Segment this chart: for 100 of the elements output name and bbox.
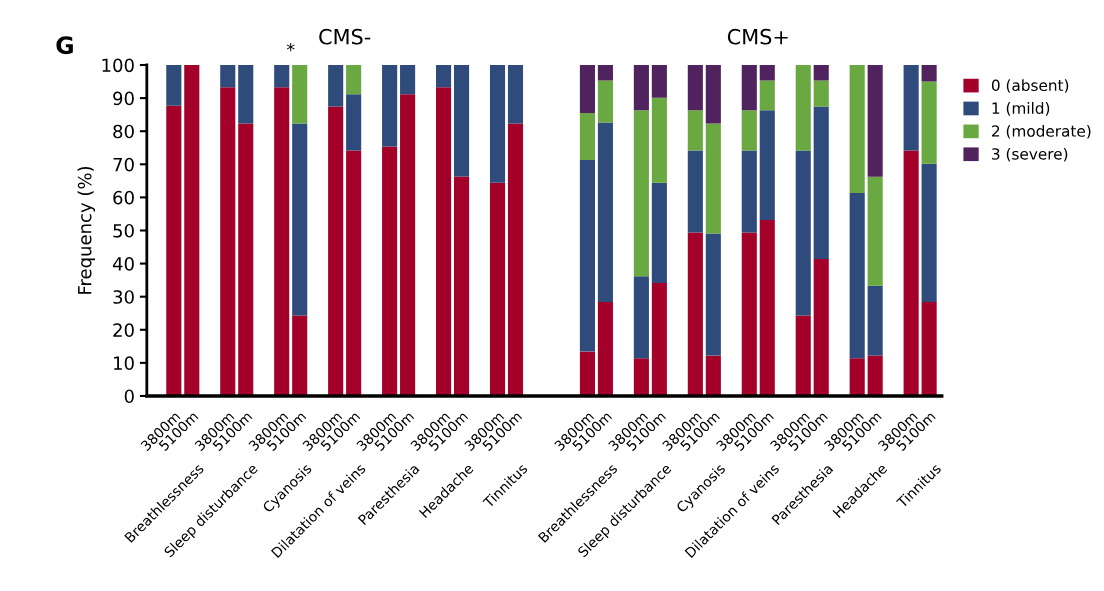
bar bbox=[274, 65, 290, 88]
bar bbox=[597, 80, 613, 123]
y-tick-label: 0 bbox=[124, 389, 134, 404]
bar bbox=[328, 65, 344, 107]
bar bbox=[687, 232, 703, 396]
y-tick-label: 50 bbox=[113, 223, 134, 238]
bar bbox=[921, 163, 937, 302]
bar bbox=[633, 358, 649, 396]
bar bbox=[867, 65, 883, 177]
bar bbox=[759, 80, 775, 111]
legend-label: 1 (mild) bbox=[992, 102, 1050, 116]
bar bbox=[579, 113, 595, 160]
bar bbox=[687, 110, 703, 151]
bar bbox=[453, 65, 470, 177]
bar bbox=[687, 65, 703, 111]
bar bbox=[903, 65, 919, 151]
bar bbox=[597, 301, 613, 396]
bar bbox=[238, 65, 254, 124]
bar bbox=[921, 301, 937, 396]
bar bbox=[597, 65, 613, 81]
bar bbox=[813, 80, 829, 107]
text: * bbox=[286, 42, 295, 52]
bar bbox=[813, 65, 829, 81]
bar bbox=[849, 193, 865, 359]
bar bbox=[705, 123, 721, 234]
bar bbox=[921, 65, 937, 82]
bar bbox=[633, 276, 649, 359]
bar bbox=[274, 87, 290, 396]
bar bbox=[400, 65, 416, 95]
bar bbox=[741, 110, 757, 151]
bar bbox=[759, 65, 775, 81]
bar bbox=[292, 65, 308, 124]
bar bbox=[238, 123, 254, 396]
bar bbox=[867, 355, 883, 396]
text: CMS+ bbox=[727, 28, 788, 45]
bar bbox=[759, 219, 775, 396]
y-tick-label: 100 bbox=[102, 58, 134, 73]
bar bbox=[166, 65, 182, 106]
bar bbox=[741, 150, 757, 233]
bar bbox=[849, 358, 865, 396]
bar bbox=[633, 110, 649, 277]
text: CMS- bbox=[319, 28, 371, 45]
bar bbox=[651, 65, 667, 98]
bar bbox=[903, 150, 919, 396]
text: G bbox=[56, 36, 73, 55]
bar bbox=[436, 87, 452, 396]
bar bbox=[651, 97, 667, 183]
bar bbox=[705, 233, 721, 356]
bar bbox=[651, 182, 667, 284]
bar bbox=[921, 81, 937, 164]
y-tick-label: 70 bbox=[113, 157, 134, 172]
bar bbox=[795, 150, 811, 316]
bar bbox=[292, 315, 308, 396]
bar bbox=[184, 65, 200, 396]
bar bbox=[849, 65, 865, 194]
bar bbox=[633, 65, 649, 111]
bar bbox=[741, 232, 757, 396]
bar bbox=[382, 146, 398, 396]
bar bbox=[220, 65, 236, 88]
bar bbox=[346, 94, 362, 151]
bar bbox=[705, 65, 721, 124]
bar bbox=[292, 123, 308, 316]
bar bbox=[507, 123, 524, 396]
legend-label: 3 (severe) bbox=[992, 147, 1068, 162]
bar bbox=[382, 65, 398, 147]
bar bbox=[453, 176, 470, 396]
bar bbox=[346, 65, 362, 95]
bar bbox=[795, 65, 811, 151]
bar bbox=[813, 258, 829, 396]
bar bbox=[489, 65, 506, 183]
bar bbox=[220, 87, 236, 396]
bar bbox=[436, 65, 452, 88]
y-tick-label: 40 bbox=[112, 257, 134, 271]
y-tick-label: 60 bbox=[113, 190, 134, 205]
bar bbox=[489, 182, 506, 396]
bar bbox=[328, 106, 344, 396]
y-tick-label: 80 bbox=[113, 124, 134, 139]
y-axis-title: Frequency (%) bbox=[77, 166, 96, 294]
bar bbox=[166, 105, 182, 396]
bar bbox=[346, 150, 362, 396]
legend-label: 0 (absent) bbox=[991, 79, 1069, 93]
bar bbox=[867, 285, 883, 356]
bar bbox=[813, 106, 829, 259]
bar bbox=[597, 122, 613, 302]
bar bbox=[651, 283, 667, 396]
y-tick-label: 90 bbox=[113, 91, 134, 106]
bar bbox=[400, 94, 416, 396]
bar bbox=[741, 65, 757, 111]
bar bbox=[579, 160, 595, 352]
bar bbox=[579, 351, 595, 396]
legend-label: 2 (moderate) bbox=[992, 124, 1091, 139]
y-tick-label: 10 bbox=[114, 356, 134, 370]
y-tick-label: 30 bbox=[113, 290, 134, 304]
bar bbox=[579, 65, 595, 113]
y-tick-label: 20 bbox=[113, 323, 134, 337]
bar bbox=[687, 150, 703, 233]
bar bbox=[705, 355, 721, 396]
bar bbox=[507, 65, 524, 124]
bar bbox=[795, 315, 811, 396]
bar bbox=[759, 110, 775, 220]
